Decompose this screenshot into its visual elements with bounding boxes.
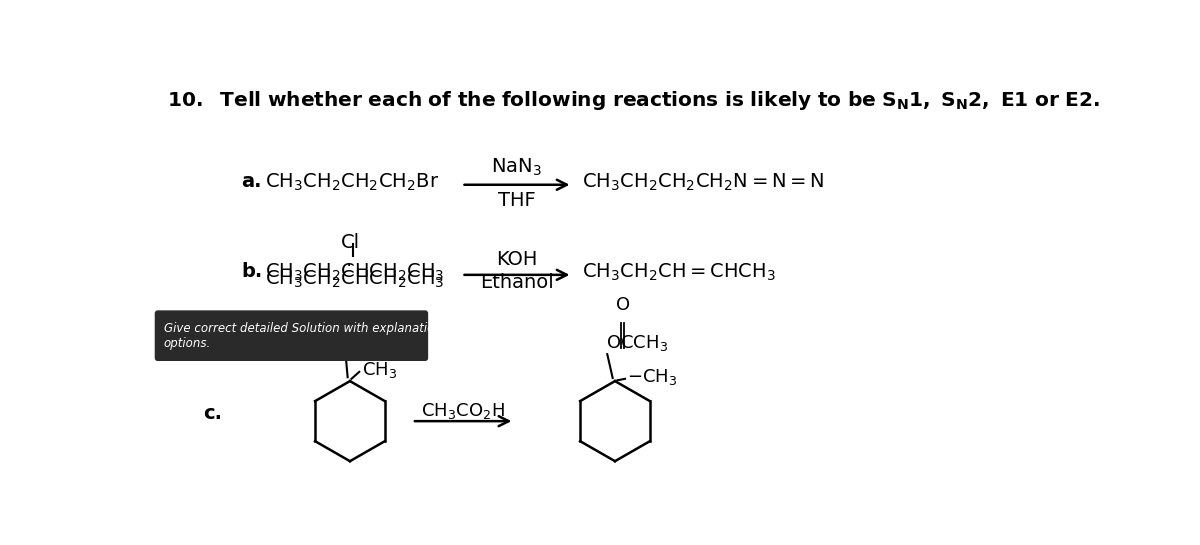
Text: $\mathrm{CH_3CH_2\dot{C}HCH_2CH_3}$: $\mathrm{CH_3CH_2\dot{C}HCH_2CH_3}$ <box>265 262 444 289</box>
Text: $\mathrm{OCCH_3}$: $\mathrm{OCCH_3}$ <box>606 332 667 353</box>
Text: $\mathrm{-CH_3}$: $\mathrm{-CH_3}$ <box>626 367 677 387</box>
Text: b.: b. <box>241 262 263 281</box>
FancyBboxPatch shape <box>156 311 427 360</box>
Text: O: O <box>616 296 630 314</box>
Text: $\mathrm{CH_3CH_2CHCH_2CH_3}$: $\mathrm{CH_3CH_2CHCH_2CH_3}$ <box>265 262 444 283</box>
Text: Cl: Cl <box>335 334 353 352</box>
Text: a.: a. <box>241 172 262 191</box>
Text: c.: c. <box>203 404 222 423</box>
Text: $\mathbf{10.\ \ Tell\ whether\ each\ of\ the\ following\ reactions\ is\ likely\ : $\mathbf{10.\ \ Tell\ whether\ each\ of\… <box>167 88 1100 112</box>
Text: $\mathrm{CH_3CH_2CH_2CH_2Br}$: $\mathrm{CH_3CH_2CH_2CH_2Br}$ <box>265 172 439 193</box>
Text: Ethanol: Ethanol <box>480 273 553 292</box>
Text: Give correct detailed Solution with explanation needed of all
options.: Give correct detailed Solution with expl… <box>164 322 522 350</box>
Text: THF: THF <box>498 191 535 210</box>
Text: $\mathrm{CH_3CH_2CH{=}CHCH_3}$: $\mathrm{CH_3CH_2CH{=}CHCH_3}$ <box>582 262 776 283</box>
Text: Cl: Cl <box>341 233 360 252</box>
Text: $\mathrm{CH_3}$: $\mathrm{CH_3}$ <box>361 360 397 379</box>
Text: $\mathrm{CH_3CH_2CH_2CH_2N{=}N{=}N}$: $\mathrm{CH_3CH_2CH_2CH_2N{=}N{=}N}$ <box>582 172 824 193</box>
Text: $\mathrm{NaN_3}$: $\mathrm{NaN_3}$ <box>491 156 542 178</box>
Text: KOH: KOH <box>496 250 538 269</box>
Text: $\mathrm{CH_3CO_2H}$: $\mathrm{CH_3CO_2H}$ <box>421 401 505 421</box>
